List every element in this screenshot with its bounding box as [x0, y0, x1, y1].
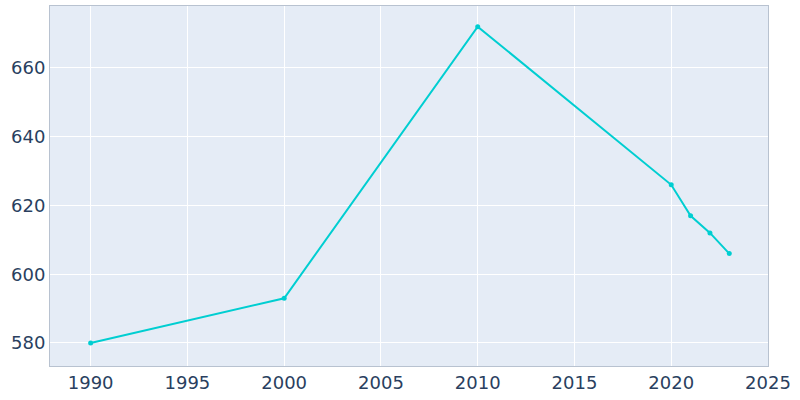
- svg-text:2020: 2020: [648, 372, 694, 393]
- svg-text:620: 620: [11, 195, 45, 216]
- svg-text:2010: 2010: [455, 372, 501, 393]
- svg-text:580: 580: [11, 332, 45, 353]
- svg-text:640: 640: [11, 126, 45, 147]
- svg-text:2005: 2005: [358, 372, 404, 393]
- svg-text:600: 600: [11, 263, 45, 284]
- svg-text:1990: 1990: [68, 372, 114, 393]
- svg-text:2000: 2000: [261, 372, 307, 393]
- svg-text:2025: 2025: [745, 372, 791, 393]
- svg-text:2015: 2015: [552, 372, 598, 393]
- svg-text:1995: 1995: [165, 372, 211, 393]
- svg-text:660: 660: [11, 57, 45, 78]
